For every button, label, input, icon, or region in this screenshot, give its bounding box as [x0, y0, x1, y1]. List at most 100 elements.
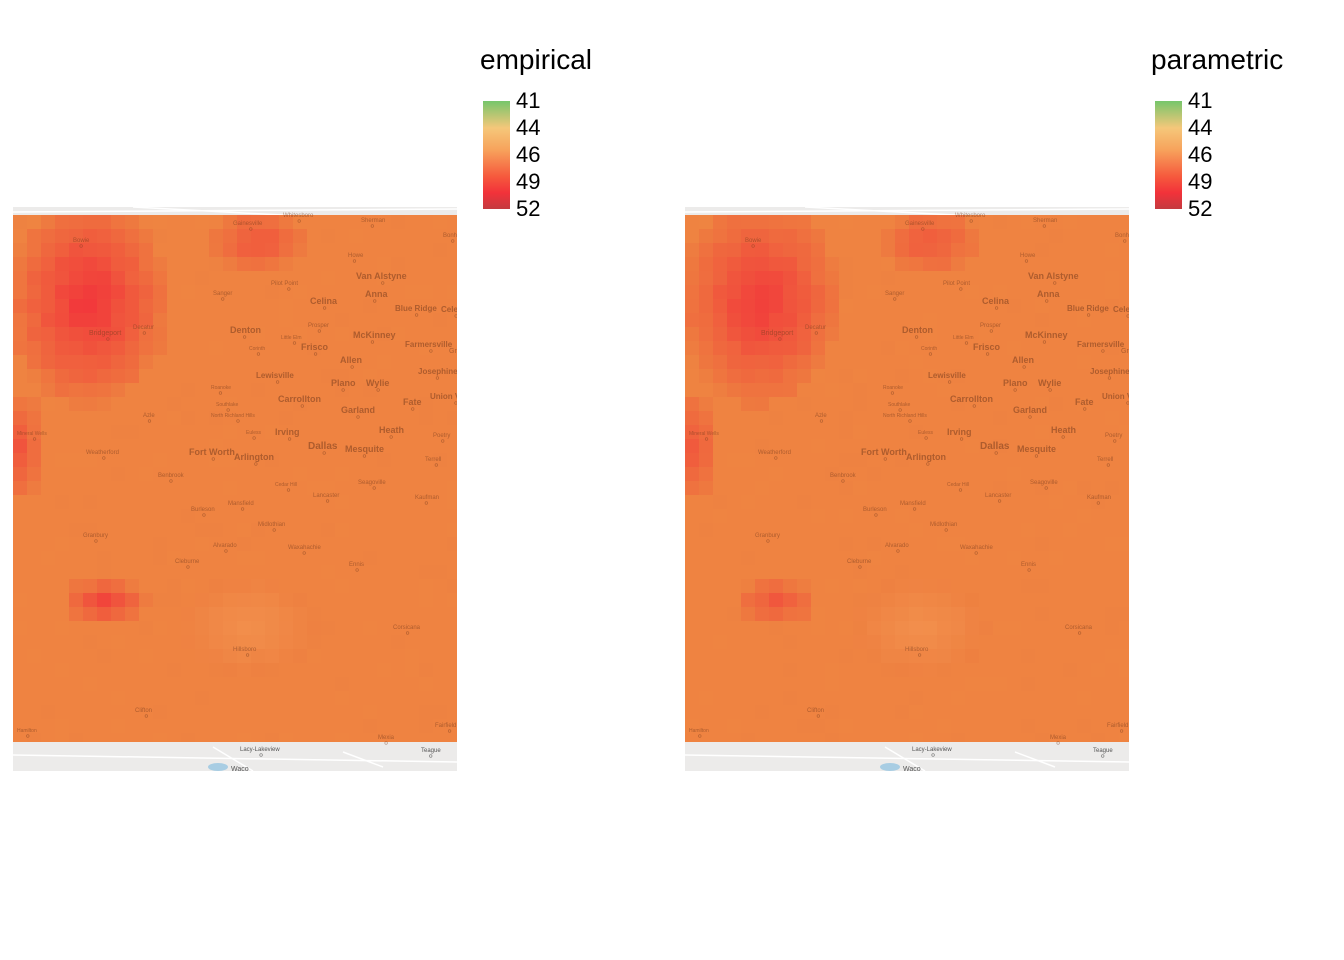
heat-tile	[1091, 327, 1106, 342]
heat-tile	[181, 369, 196, 384]
heat-tile	[447, 439, 457, 454]
heat-tile	[335, 663, 350, 678]
heat-tile	[209, 229, 224, 244]
heat-tile	[1063, 383, 1078, 398]
heat-tile	[1049, 509, 1064, 524]
heat-tile	[909, 453, 924, 468]
heat-tile	[223, 425, 238, 440]
heat-tile	[69, 607, 84, 622]
heat-tile	[937, 313, 952, 328]
heat-tile	[895, 285, 910, 300]
town-marker	[1101, 754, 1105, 758]
town-label: Hamilton	[689, 728, 709, 734]
heat-tile	[951, 719, 966, 734]
heat-tile	[363, 383, 378, 398]
heat-tile	[699, 663, 714, 678]
heat-tile	[853, 691, 868, 706]
heat-tile	[139, 621, 154, 636]
heat-tile	[839, 215, 854, 230]
heat-tile	[83, 425, 98, 440]
town-label: Fairfield	[1107, 723, 1128, 729]
heat-tile	[727, 607, 742, 622]
heat-tile	[1119, 523, 1129, 538]
basemap-road	[1014, 751, 1056, 768]
heat-tile	[769, 355, 784, 370]
heat-tile	[335, 341, 350, 356]
heat-tile	[321, 481, 336, 496]
heat-tile	[139, 495, 154, 510]
heat-tile	[83, 383, 98, 398]
heat-tile	[1077, 411, 1092, 426]
heat-tile	[1119, 593, 1129, 608]
heat-tile	[1035, 411, 1050, 426]
heat-tile	[895, 705, 910, 720]
heat-tile	[27, 215, 42, 230]
heat-tile	[853, 299, 868, 314]
heat-tile	[69, 453, 84, 468]
town-label: Van Alstyne	[1028, 271, 1079, 281]
town-label: Southlake	[888, 402, 910, 408]
heat-tile	[279, 327, 294, 342]
heat-tile	[419, 677, 434, 692]
heat-tile	[1077, 635, 1092, 650]
heat-tile	[713, 271, 728, 286]
town-marker	[429, 754, 433, 758]
heat-tile	[937, 411, 952, 426]
heat-tile	[867, 313, 882, 328]
heat-tile	[237, 215, 252, 230]
heat-tile	[1063, 481, 1078, 496]
heat-tile	[97, 453, 112, 468]
heat-tile	[1007, 565, 1022, 580]
town-label: Carrollton	[950, 394, 993, 404]
heat-tile	[1063, 719, 1078, 734]
heat-tile	[307, 271, 322, 286]
heat-tile	[839, 593, 854, 608]
heat-tile	[195, 579, 210, 594]
heat-tiles	[13, 215, 457, 742]
heat-tile	[979, 523, 994, 538]
heat-tile	[993, 257, 1008, 272]
heat-tile	[951, 313, 966, 328]
heat-tile	[433, 705, 448, 720]
heat-tile	[139, 243, 154, 258]
heat-tile	[965, 271, 980, 286]
heat-tile	[1091, 621, 1106, 636]
heat-tile	[923, 565, 938, 580]
heat-tile	[125, 243, 140, 258]
heat-tile	[251, 467, 266, 482]
heat-tile	[307, 649, 322, 664]
heat-tile	[1007, 481, 1022, 496]
heat-tile	[265, 551, 280, 566]
heat-tile	[209, 593, 224, 608]
town-label: Howe	[1020, 253, 1036, 259]
heat-tile	[125, 551, 140, 566]
heat-tile	[83, 607, 98, 622]
heat-tile	[937, 383, 952, 398]
heat-tile	[699, 733, 714, 742]
heat-tile	[41, 369, 56, 384]
heat-tile	[405, 691, 420, 706]
heat-tile	[923, 481, 938, 496]
heat-tile	[55, 313, 70, 328]
heat-tile	[1021, 425, 1036, 440]
town-marker	[1123, 239, 1127, 243]
heat-tile	[839, 453, 854, 468]
heat-tile	[727, 313, 742, 328]
heat-tile	[377, 593, 392, 608]
heat-tile	[307, 299, 322, 314]
heat-tile	[727, 551, 742, 566]
heat-tile	[83, 411, 98, 426]
town-label: Farmersville	[1077, 340, 1125, 349]
heat-tile	[965, 215, 980, 230]
heat-tile	[265, 691, 280, 706]
heat-tile	[405, 551, 420, 566]
heat-tile	[895, 579, 910, 594]
heat-tile	[881, 439, 896, 454]
heat-tile	[1105, 593, 1120, 608]
heat-tile	[13, 621, 28, 636]
heat-tile	[265, 621, 280, 636]
heat-tile	[923, 425, 938, 440]
heat-tile	[951, 355, 966, 370]
heat-tile	[993, 621, 1008, 636]
heat-tile	[181, 215, 196, 230]
